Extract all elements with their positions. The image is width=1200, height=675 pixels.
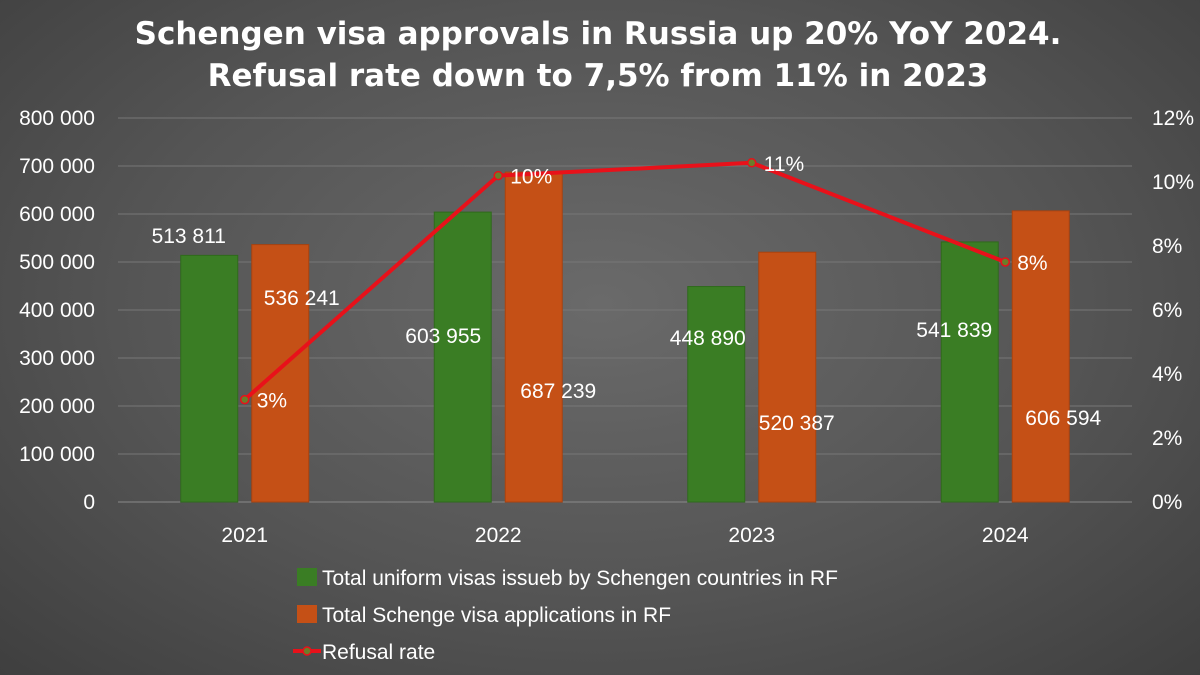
data-label-visa-applications: 687 239 — [520, 380, 596, 403]
y-right-tick-label: 12% — [1152, 107, 1194, 130]
y-right-tick-label: 6% — [1152, 299, 1182, 322]
legend-swatch-visas-issued — [297, 568, 317, 586]
y-left-tick-label: 700 000 — [19, 155, 95, 178]
data-label-refusal-rate: 8% — [1017, 252, 1047, 275]
data-label-refusal-rate: 3% — [257, 390, 287, 413]
data-label-visas-issued: 513 811 — [152, 225, 226, 248]
data-label-visa-applications: 606 594 — [1025, 407, 1101, 430]
y-left-tick-label: 0 — [83, 491, 95, 514]
data-label-visas-issued: 448 890 — [670, 327, 746, 350]
data-label-visas-issued: 603 955 — [405, 325, 481, 348]
bars — [180, 171, 1070, 503]
legend-label-visas-issued: Total uniform visas issueb by Schengen c… — [322, 567, 838, 590]
y-left-tick-label: 500 000 — [19, 251, 95, 274]
x-tick-label: 2021 — [221, 524, 268, 547]
refusal-rate-marker — [493, 170, 503, 181]
y-left-tick-label: 300 000 — [19, 347, 95, 370]
data-label-refusal-rate: 10% — [510, 166, 552, 189]
x-axis: 2021 2022 2023 2024 — [221, 524, 1029, 547]
chart-title: Schengen visa approvals in Russia up 20%… — [135, 16, 1062, 94]
y-left-tick-label: 200 000 — [19, 395, 95, 418]
x-tick-label: 2022 — [475, 524, 522, 547]
bar-visa-applications — [758, 251, 817, 503]
data-label-visas-issued: 541 839 — [916, 319, 992, 342]
y-left-tick-label: 400 000 — [19, 299, 95, 322]
legend-label-refusal-rate: Refusal rate — [322, 641, 435, 664]
bar-visas-issued — [940, 241, 999, 503]
refusal-rate-marker — [747, 158, 757, 168]
legend-marker-refusal-rate — [302, 646, 312, 656]
bar-visa-applications — [504, 171, 563, 503]
refusal-rate-polyline — [242, 160, 1008, 402]
bar-visas-issued — [433, 211, 492, 503]
refusal-rate-marker — [1000, 257, 1010, 267]
data-labels: 513 811 536 241 603 955 687 239 448 890 520 3… — [152, 153, 1102, 435]
y-left-tick-label: 800 000 — [19, 107, 95, 130]
chart-title-line-2: Refusal rate down to 7,5% from 11% in 20… — [208, 58, 989, 94]
legend-label-visa-applications: Total Schenge visa applications in RF — [322, 604, 671, 627]
x-tick-label: 2023 — [728, 524, 775, 547]
bar-visa-applications — [1011, 210, 1070, 503]
bar-visas-issued — [687, 286, 746, 503]
y-right-tick-label: 10% — [1152, 171, 1194, 194]
bar-visa-applications — [251, 244, 310, 503]
y-axis-left: 0 100 000 200 000 300 000 400 000 500 000 600 … — [19, 107, 95, 514]
y-right-tick-label: 4% — [1152, 363, 1182, 386]
data-label-visa-applications: 536 241 — [264, 287, 340, 310]
x-tick-label: 2024 — [982, 524, 1029, 547]
y-left-tick-label: 100 000 — [19, 443, 95, 466]
y-right-tick-label: 0% — [1152, 491, 1182, 514]
y-left-tick-label: 600 000 — [19, 203, 95, 226]
data-label-visa-applications: 520 387 — [759, 412, 835, 435]
y-axis-right: 0% 2% 4% 6% 8% 10% 12% — [1152, 107, 1194, 514]
chart-title-line-1: Schengen visa approvals in Russia up 20%… — [135, 16, 1062, 52]
y-right-tick-label: 2% — [1152, 427, 1182, 450]
bar-visas-issued — [180, 254, 239, 503]
y-right-tick-label: 8% — [1152, 235, 1182, 258]
legend-swatch-visa-applications — [297, 605, 317, 623]
refusal-rate-marker — [240, 394, 250, 405]
data-label-refusal-rate: 11% — [764, 153, 804, 176]
legend: Total uniform visas issueb by Schengen c… — [293, 567, 838, 664]
refusal-rate-line — [240, 158, 1010, 405]
